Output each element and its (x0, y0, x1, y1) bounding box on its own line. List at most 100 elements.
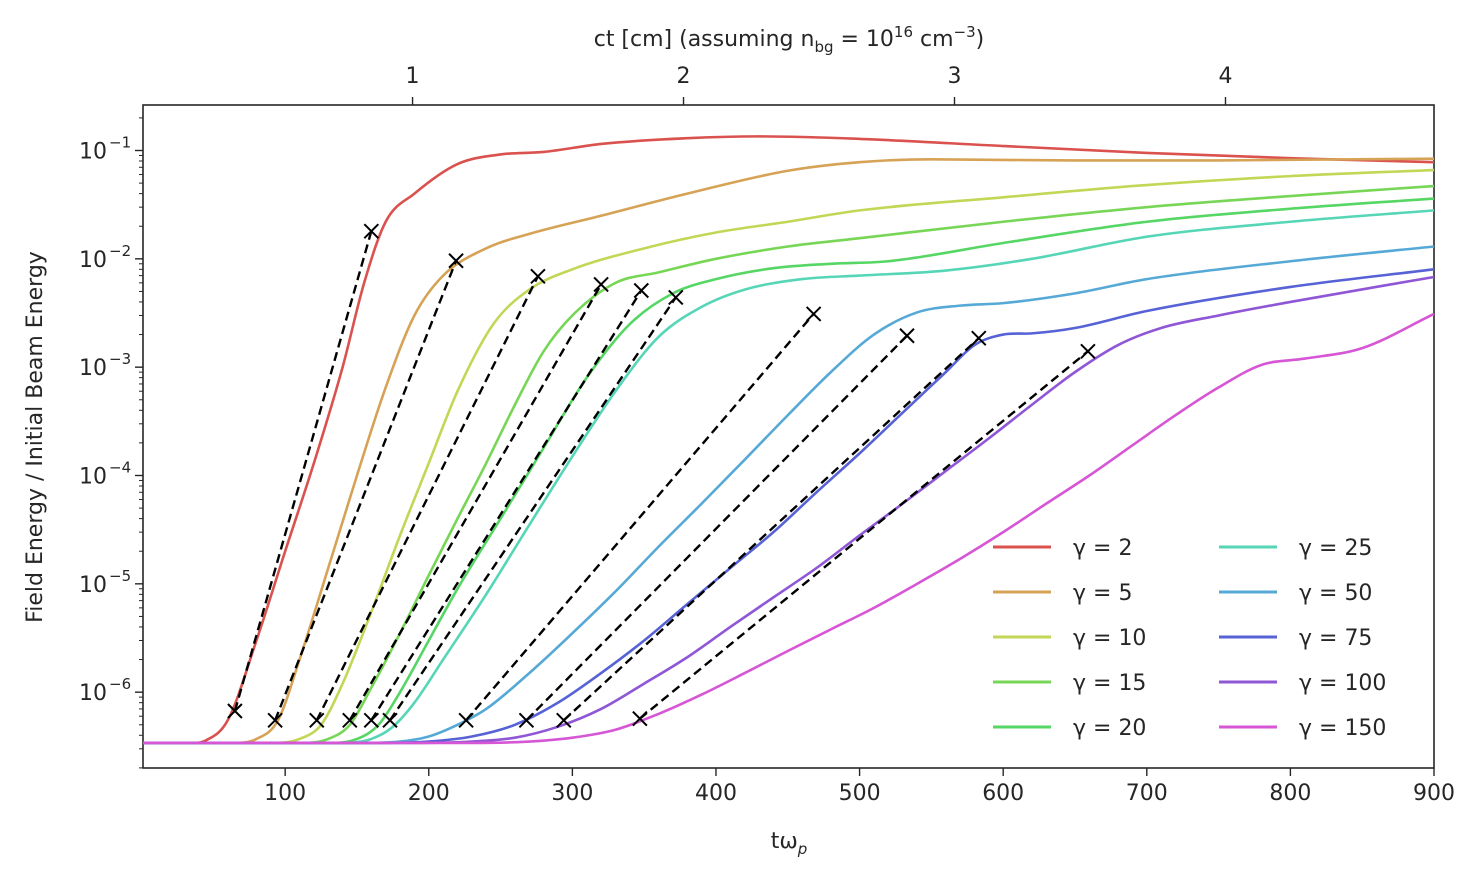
top-axis-label-sup2: −3 (954, 23, 976, 41)
legend-label: γ = 15 (1073, 671, 1146, 696)
legend-label: γ = 2 (1073, 536, 1132, 561)
fit-start-marker (342, 712, 358, 729)
x-tick-label: 700 (1126, 781, 1168, 806)
y-tick-base: 10 (79, 356, 107, 381)
fit-line-8 (562, 337, 980, 722)
fit-start-marker (363, 712, 380, 729)
legend-label: γ = 10 (1073, 626, 1146, 651)
y-tick-exponent: −3 (109, 350, 131, 368)
fit-end-marker (668, 289, 684, 306)
y-tick-exponent: −1 (109, 134, 131, 152)
fit-start-marker (267, 712, 283, 729)
y-axis-label: Field Energy / Initial Beam Energy (23, 251, 48, 623)
y-tick-label: 10 (79, 356, 107, 381)
series-line-7 (142, 268, 1435, 745)
legend: γ = 2 γ = 5 γ = 10 γ = 15 γ = 20 γ = 25 γ = 50… (993, 536, 1386, 741)
legend-label: γ = 50 (1299, 581, 1372, 606)
fit-end-marker (530, 268, 546, 284)
x-axis-label-main: tω (771, 829, 798, 854)
fit-lines (227, 223, 1096, 729)
series-line-9 (142, 312, 1435, 745)
series-line-3 (142, 184, 1435, 745)
fit-line-7 (525, 334, 908, 722)
x-tick-label: 500 (839, 781, 881, 806)
x-tick-label: 800 (1269, 781, 1311, 806)
top-axis-label-unit: cm (913, 27, 954, 52)
y-tick-base: 10 (79, 573, 107, 598)
y-axis: 10−110−210−310−410−510−6 (79, 117, 143, 769)
y-tick-label: 10 (79, 248, 107, 273)
x-axis-label-sub: p (797, 840, 808, 858)
top-tick-label: 2 (677, 64, 691, 89)
y-tick-label: 10 (79, 573, 107, 598)
top-axis-label: ct [cm] (assuming nbg = 1016 cm−3) (594, 23, 985, 56)
x-tick-label: 100 (264, 781, 306, 806)
legend-label: γ = 150 (1299, 716, 1386, 741)
x-axis: 100 200 300 400 500 600 700 800 900 (264, 768, 1455, 806)
x-tick-label: 600 (982, 781, 1024, 806)
fit-end-marker (1080, 343, 1096, 360)
top-axis-label-sub: bg (814, 38, 833, 56)
y-tick-label: 10 (79, 140, 107, 165)
y-tick-base: 10 (79, 681, 107, 706)
legend-label: γ = 100 (1299, 671, 1386, 696)
series-lines (142, 135, 1435, 745)
fit-line-1 (273, 260, 458, 721)
fit-end-marker (633, 282, 650, 299)
y-tick-label: 10 (79, 465, 107, 490)
x-tick-label: 200 (408, 781, 450, 806)
fit-line-3 (348, 283, 603, 721)
fit-end-marker (363, 223, 380, 239)
plot-frame (142, 104, 1435, 769)
fit-end-marker (899, 328, 915, 344)
fit-line-6 (465, 313, 815, 722)
fit-end-marker (448, 253, 464, 269)
series-line-6 (142, 245, 1435, 745)
series-line-2 (142, 168, 1435, 745)
top-axis: 1 2 3 4 (406, 64, 1232, 105)
legend-label: γ = 75 (1299, 626, 1372, 651)
series-line-8 (142, 275, 1435, 745)
series-line-4 (142, 197, 1435, 745)
fit-start-marker (227, 703, 243, 719)
y-tick-label: 10 (79, 681, 107, 706)
x-tick-label: 400 (695, 781, 737, 806)
series-line-0 (142, 135, 1435, 745)
fit-start-marker (518, 712, 535, 729)
legend-label: γ = 20 (1073, 716, 1146, 741)
fit-start-marker (382, 712, 398, 729)
x-tick-label: 300 (551, 781, 593, 806)
top-axis-label-mid: = 10 (834, 27, 894, 52)
fit-line-5 (389, 296, 677, 721)
fit-line-0 (233, 230, 373, 712)
legend-label: γ = 5 (1073, 581, 1132, 606)
y-tick-exponent: −6 (109, 675, 131, 693)
y-tick-exponent: −4 (109, 459, 131, 477)
fit-start-marker (632, 710, 648, 727)
fit-start-marker (556, 712, 572, 729)
y-tick-base: 10 (79, 140, 107, 165)
top-axis-label-end: ) (976, 27, 985, 52)
fit-start-marker (458, 712, 474, 729)
y-tick-base: 10 (79, 248, 107, 273)
top-axis-label-sup1: 16 (894, 23, 913, 41)
fit-end-marker (805, 306, 822, 322)
top-tick-label: 4 (1218, 64, 1232, 89)
legend-label: γ = 25 (1299, 536, 1372, 561)
fit-start-marker (309, 712, 325, 729)
y-tick-base: 10 (79, 465, 107, 490)
x-axis-label: tωp (771, 829, 808, 858)
fit-end-marker (593, 276, 609, 293)
top-tick-label: 1 (406, 64, 420, 89)
series-line-1 (142, 157, 1435, 745)
fit-line-9 (639, 350, 1089, 720)
fit-line-2 (315, 275, 539, 721)
y-tick-exponent: −5 (109, 567, 131, 585)
y-tick-exponent: −2 (109, 242, 131, 260)
fit-end-marker (971, 330, 987, 346)
x-tick-label: 900 (1413, 781, 1455, 806)
fit-line-4 (370, 289, 643, 721)
series-line-5 (142, 209, 1435, 745)
top-axis-label-main: ct [cm] (assuming n (594, 27, 815, 52)
